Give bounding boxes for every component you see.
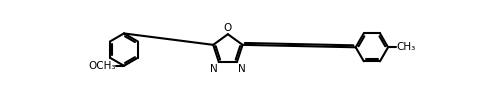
Text: OCH₃: OCH₃ bbox=[88, 61, 115, 71]
Text: N: N bbox=[238, 64, 246, 74]
Text: O: O bbox=[224, 23, 232, 33]
Text: CH₃: CH₃ bbox=[396, 42, 416, 52]
Text: N: N bbox=[209, 64, 217, 74]
